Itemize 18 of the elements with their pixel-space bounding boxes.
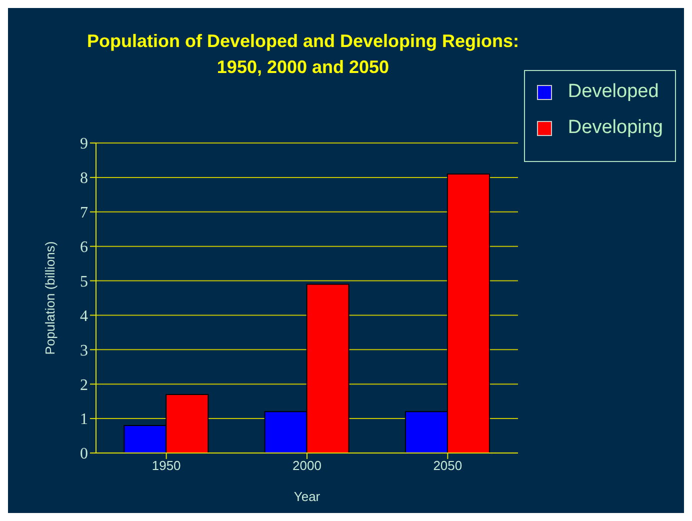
y-axis-title: Population (billions) <box>42 241 58 355</box>
legend-label: Developed <box>568 81 659 103</box>
legend-label: Developing <box>568 117 663 139</box>
x-tick-label: 2000 <box>292 458 322 474</box>
y-tick-label: 7 <box>80 204 88 222</box>
chart-title: Population of Developed and Developing Regions: 1950, 2000 and 2050 <box>86 30 520 79</box>
x-axis-title: Year <box>294 489 321 504</box>
y-tick-label: 3 <box>80 342 88 360</box>
y-tick-label: 1 <box>80 411 88 428</box>
y-tick-label: 0 <box>80 446 88 463</box>
x-tick-label: 1950 <box>152 458 181 474</box>
y-tick-label: 4 <box>80 308 88 325</box>
y-tick-label: 6 <box>80 239 88 256</box>
y-tick-label: 2 <box>80 376 88 394</box>
y-tick-label: 5 <box>80 273 88 290</box>
y-tick-label: 8 <box>80 170 88 188</box>
x-tick-label: 2050 <box>433 458 462 474</box>
y-tick-label: 9 <box>80 136 88 153</box>
